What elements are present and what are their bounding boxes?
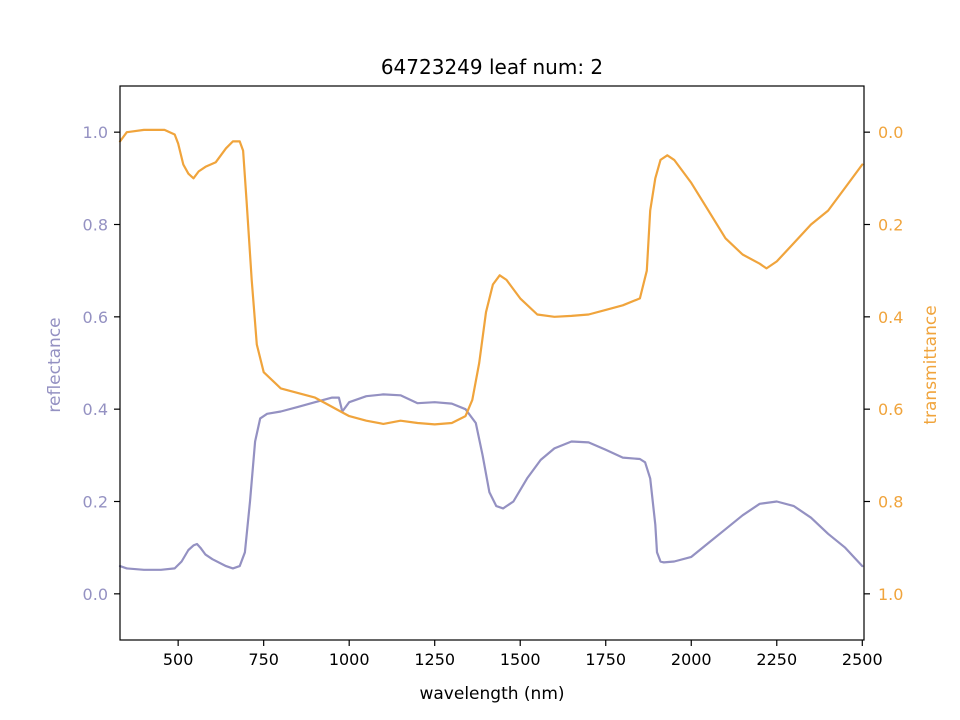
- y-axis-reflectance: 0.0 0.2 0.4 0.6 0.8 1.0: [83, 123, 120, 604]
- x-tick-label: 1000: [329, 650, 370, 669]
- y-tick-label: 0.0: [83, 585, 108, 604]
- y2-tick-label: 0.2: [878, 216, 903, 235]
- y2-tick-label: 0.8: [878, 493, 903, 512]
- x-tick-label: 2500: [842, 650, 883, 669]
- y2-tick-label: 0.0: [878, 123, 903, 142]
- plot-area: [118, 128, 864, 571]
- x-axis: 500 750 1000 1250 1500 1750 2000 2250 2500: [163, 640, 883, 669]
- y2-tick-label: 0.6: [878, 400, 903, 419]
- chart-title: 64723249 leaf num: 2: [381, 55, 603, 79]
- x-tick-label: 2000: [671, 650, 712, 669]
- y-tick-label: 0.6: [83, 308, 108, 327]
- x-axis-label: wavelength (nm): [419, 684, 564, 704]
- transmittance-line: [118, 128, 864, 426]
- reflectance-line: [118, 393, 864, 571]
- y-axis-label-reflectance: reflectance: [45, 317, 65, 412]
- x-tick-label: 1250: [414, 650, 455, 669]
- y2-tick-label: 0.4: [878, 308, 903, 327]
- x-tick-label: 2250: [756, 650, 797, 669]
- y-tick-label: 1.0: [83, 123, 108, 142]
- y-tick-label: 0.8: [83, 216, 108, 235]
- y-axis-transmittance: 0.0 0.2 0.4 0.6 0.8 1.0: [864, 123, 903, 604]
- x-tick-label: 1750: [585, 650, 626, 669]
- y-axis-label-transmittance: transmittance: [921, 305, 941, 424]
- y-tick-label: 0.2: [83, 493, 108, 512]
- y-tick-label: 0.4: [83, 400, 108, 419]
- plot-frame: [119, 85, 865, 641]
- y2-tick-label: 1.0: [878, 585, 903, 604]
- x-tick-label: 750: [248, 650, 279, 669]
- x-tick-label: 500: [163, 650, 194, 669]
- x-tick-label: 1500: [500, 650, 541, 669]
